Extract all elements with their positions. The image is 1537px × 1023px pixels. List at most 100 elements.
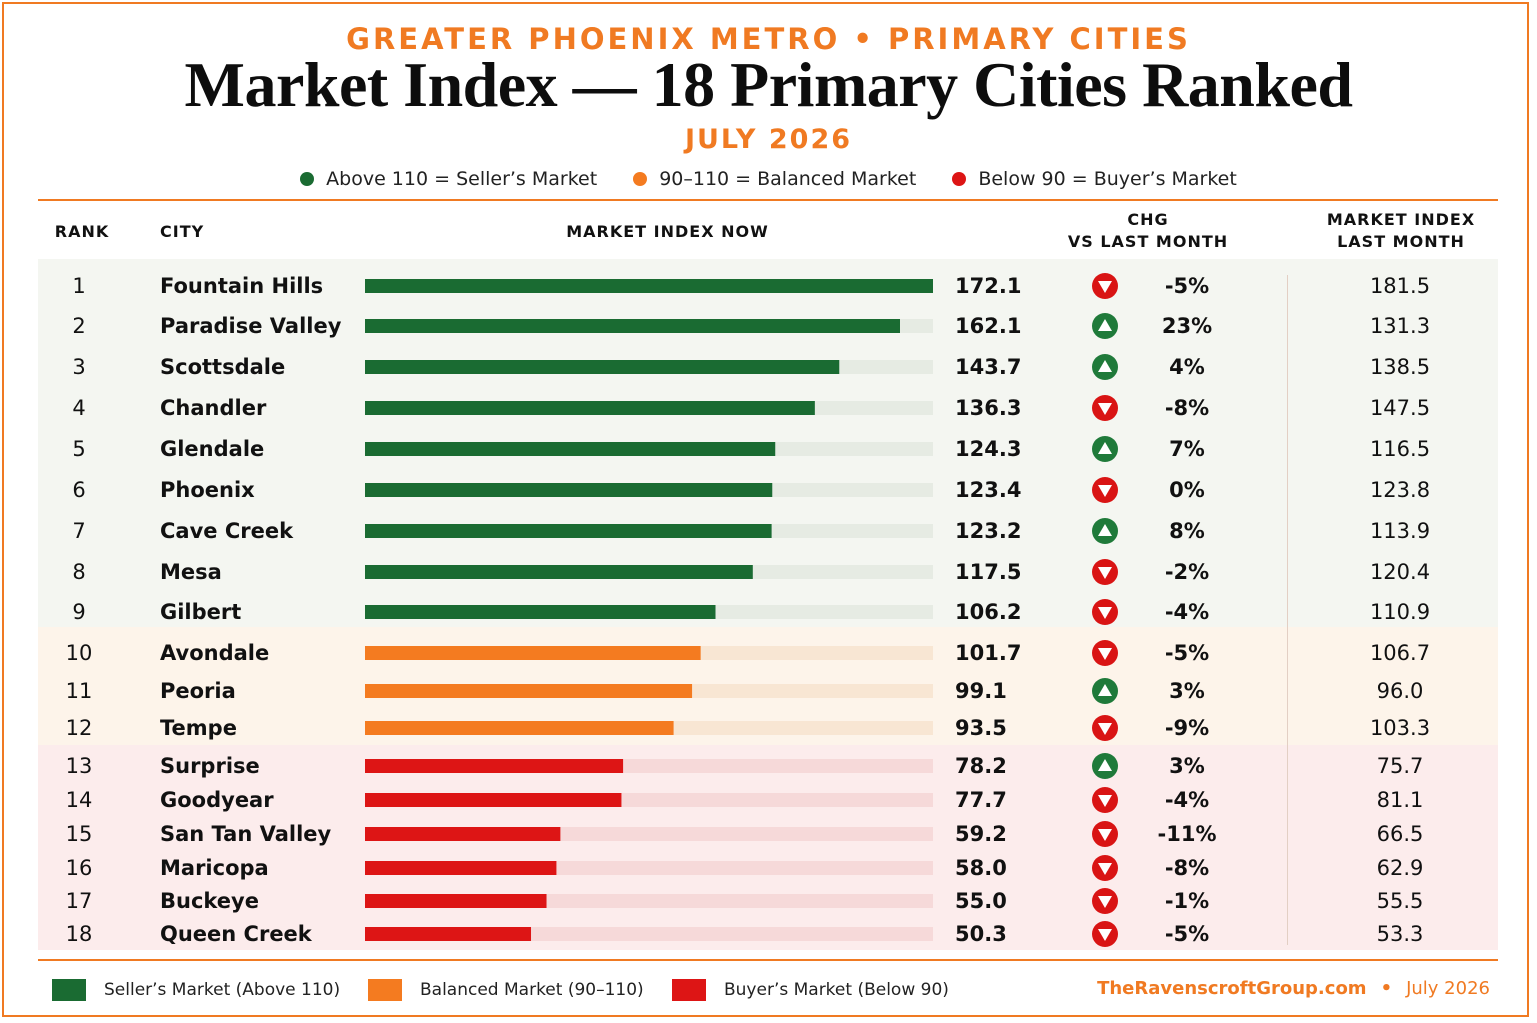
city-label: Scottsdale [160,355,285,379]
arrow-glyph [1098,648,1112,660]
last-month-label: 103.3 [1370,716,1430,740]
arrow-glyph [1098,442,1112,454]
header-chg-line2: VS LAST MONTH [1067,232,1229,251]
header-market-index-now: MARKET INDEX NOW [566,222,769,241]
rank-label: 4 [72,396,85,420]
legend-item-seller: Seller’s Market (Above 110) [52,979,340,1001]
value-label: 117.5 [955,560,1021,584]
value-label: 124.3 [955,437,1021,461]
value-label: 78.2 [955,754,1007,778]
market-index-bar [365,827,561,841]
change-label: -4% [1165,600,1209,624]
city-label: Maricopa [160,856,269,880]
rank-label: 3 [72,355,85,379]
arrow-glyph [1098,360,1112,372]
city-label: Avondale [160,641,269,665]
change-label: -8% [1165,396,1209,420]
chart-date: JULY 2026 [684,124,853,155]
city-label: Tempe [160,716,237,740]
market-index-bar [365,442,776,456]
value-label: 55.0 [955,889,1007,913]
rank-label: 10 [66,641,93,665]
bottom-divider [38,959,1498,961]
last-month-label: 110.9 [1370,600,1430,624]
change-label: -2% [1165,560,1209,584]
market-index-bar [365,894,547,908]
market-index-bar [365,483,773,497]
city-label: Cave Creek [160,519,294,543]
change-label: -4% [1165,788,1209,812]
last-month-label: 181.5 [1370,274,1430,298]
legend-label-balanced: Balanced Market (90–110) [420,980,644,1000]
city-label: Peoria [160,679,236,703]
city-label: San Tan Valley [160,822,332,846]
market-index-bar [365,861,557,875]
market-index-bar [365,605,716,619]
seller-swatch-icon [52,979,86,1001]
rank-label: 11 [66,679,93,703]
last-month-label: 62.9 [1377,856,1424,880]
value-label: 77.7 [955,788,1007,812]
arrow-glyph [1098,795,1112,807]
key-label-buyer: Below 90 = Buyer’s Market [978,168,1237,190]
value-label: 136.3 [955,396,1021,420]
header-last-month: MARKET INDEX LAST MONTH [1296,209,1506,253]
last-month-label: 53.3 [1377,922,1424,946]
key-item-balanced: 90–110 = Balanced Market [633,166,916,192]
rank-label: 5 [72,437,85,461]
arrow-glyph [1098,829,1112,841]
value-label: 143.7 [955,355,1021,379]
header-chg-line1: CHG [1127,210,1169,229]
change-label: 7% [1169,437,1205,461]
value-label: 93.5 [955,716,1007,740]
market-index-bar [365,401,815,415]
buyer-band [38,745,1498,950]
city-label: Paradise Valley [160,314,342,338]
last-month-label: 96.0 [1377,679,1424,703]
market-index-bar [365,524,772,538]
city-label: Mesa [160,560,222,584]
city-label: Gilbert [160,600,241,624]
rank-label: 6 [72,478,85,502]
arrow-glyph [1098,929,1112,941]
rank-label: 9 [72,600,85,624]
market-index-bar [365,927,532,941]
last-month-label: 81.1 [1377,788,1424,812]
market-index-bar [365,279,933,293]
rank-label: 1 [72,274,85,298]
footer-credit: TheRavenscroftGroup.com • July 2026 [1097,978,1490,999]
change-label: -1% [1165,889,1209,913]
balanced-dot-icon [633,172,648,186]
value-label: 106.2 [955,600,1021,624]
arrow-glyph [1098,607,1112,619]
rank-label: 15 [66,822,93,846]
change-label: 3% [1169,679,1205,703]
market-index-bar [365,793,622,807]
footer-site-link[interactable]: TheRavenscroftGroup.com [1097,978,1367,999]
buyer-dot-icon [952,172,967,186]
value-label: 101.7 [955,641,1021,665]
rank-label: 18 [66,922,93,946]
market-index-bar [365,565,753,579]
rank-label: 14 [66,788,93,812]
legend: Seller’s Market (Above 110) Balanced Mar… [0,975,1537,1009]
value-label: 58.0 [955,856,1007,880]
city-label: Fountain Hills [160,274,323,298]
city-label: Glendale [160,437,264,461]
footer-separator: • [1380,978,1393,999]
last-month-label: 131.3 [1370,314,1430,338]
market-index-bar [365,684,693,698]
rank-label: 13 [66,754,93,778]
value-label: 123.4 [955,478,1021,502]
market-index-bar [365,319,900,333]
arrow-glyph [1098,403,1112,415]
change-label: 0% [1169,478,1205,502]
header-last-line2: LAST MONTH [1337,232,1465,251]
value-label: 172.1 [955,274,1021,298]
key-item-seller: Above 110 = Seller’s Market [300,166,597,192]
change-label: -5% [1165,922,1209,946]
market-index-bar [365,646,701,660]
header-last-line1: MARKET INDEX [1326,210,1476,229]
last-month-label: 75.7 [1377,754,1424,778]
market-index-bar [365,721,674,735]
